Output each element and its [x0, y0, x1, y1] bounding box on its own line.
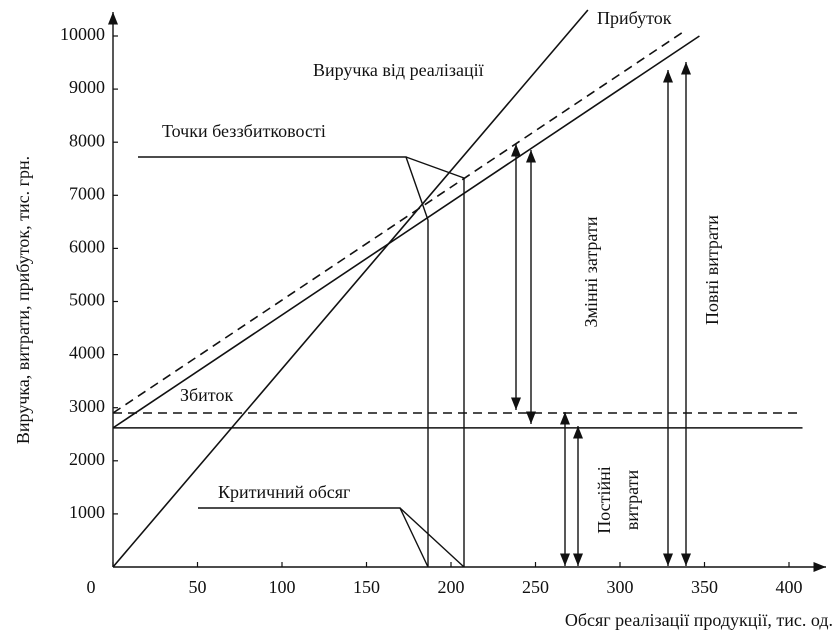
series-line [112, 29, 687, 414]
x-tick-label: 250 [522, 577, 549, 597]
leader-line [198, 507, 429, 568]
leader-line [405, 156, 465, 179]
x-tick-label: 400 [776, 577, 803, 597]
leader-line [138, 156, 429, 221]
y-axis-label: Виручка, витрати, прибуток, тис. грн. [13, 156, 33, 444]
y-tick-label: 7000 [69, 183, 105, 203]
x-tick-label: 300 [607, 577, 634, 597]
x-tick-label: 50 [189, 577, 207, 597]
x-axis-label: Обсяг реалізації продукції, тис. од. [565, 610, 833, 630]
y-tick-label: 4000 [69, 343, 105, 363]
x-tick-label: 350 [691, 577, 718, 597]
y-tick-label: 3000 [69, 396, 105, 416]
annotation: Повні витрати [702, 215, 722, 325]
x-tick-label: 0 [87, 577, 96, 597]
annotation: Виручка від реалізації [313, 60, 484, 80]
annotation: Збиток [180, 385, 233, 405]
x-tick-label: 150 [353, 577, 380, 597]
leaders [138, 61, 692, 568]
y-tick-label: 9000 [69, 77, 105, 97]
y-tick-label: 6000 [69, 237, 105, 257]
annotation: Точки беззбитковості [162, 121, 326, 141]
x-tick-label: 100 [269, 577, 296, 597]
y-tick-label: 10000 [60, 24, 105, 44]
y-tick-label: 2000 [69, 449, 105, 469]
annotation: витрати [622, 470, 642, 531]
y-tick-label: 8000 [69, 130, 105, 150]
series-line [112, 35, 700, 429]
x-tick-label: 200 [438, 577, 465, 597]
y-tick-label: 5000 [69, 290, 105, 310]
y-tick-label: 1000 [69, 502, 105, 522]
annotation: Прибуток [597, 8, 672, 28]
annotation: Постійні [594, 466, 614, 534]
leader-line [399, 507, 465, 568]
annotation: Критичний обсяг [218, 482, 350, 502]
annotation: Змінні затрати [581, 216, 601, 327]
series-line [112, 9, 589, 568]
